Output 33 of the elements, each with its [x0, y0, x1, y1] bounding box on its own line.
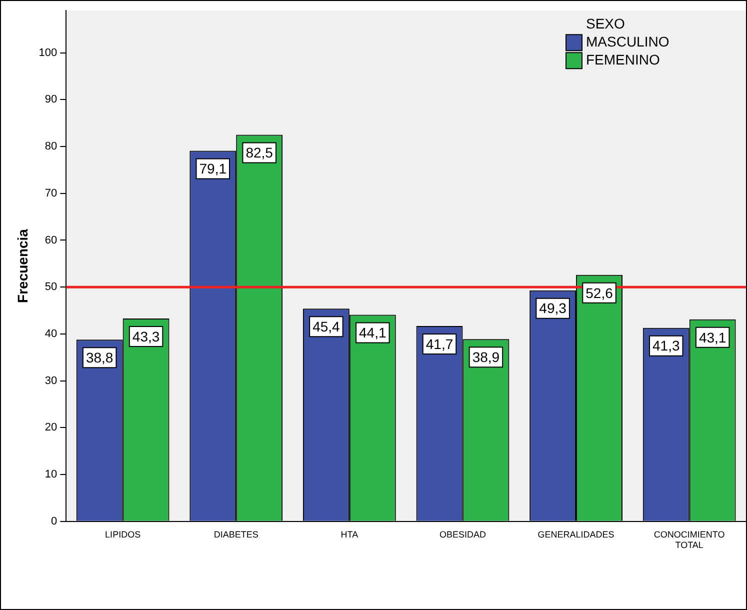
x-tick-label: OBESIDAD	[439, 529, 486, 540]
data-label: 49,3	[539, 300, 567, 316]
x-tick-label: DIABETES	[214, 529, 258, 540]
data-label: 43,1	[698, 329, 726, 346]
y-tick-label: 60	[44, 234, 58, 246]
y-tick-label: 20	[44, 422, 58, 434]
data-label: 44,1	[359, 324, 386, 341]
y-tick-label: 70	[44, 187, 58, 200]
y-tick-label: 40	[44, 328, 58, 340]
x-tick-label: CONOCIMIENTO TOTAL	[654, 529, 725, 550]
y-tick-label: 50	[44, 281, 58, 294]
y-tick-label: 90	[44, 94, 58, 106]
legend-label: FEMENINO	[586, 51, 660, 68]
data-label: 82,5	[246, 144, 274, 161]
data-label: 43,3	[132, 328, 160, 344]
y-tick-label: 80	[44, 140, 58, 153]
y-tick-label: 100	[38, 46, 58, 59]
y-axis-title: Frecuencia	[14, 228, 30, 303]
x-tick-label: GENERALIDADES	[538, 529, 614, 540]
data-label: 38,8	[86, 349, 114, 366]
legend-label: MASCULINO	[586, 33, 670, 50]
data-label: 41,7	[426, 336, 454, 352]
y-tick-label: 10	[44, 468, 58, 481]
data-label: 79,1	[199, 160, 227, 177]
data-label: 41,3	[652, 338, 680, 354]
data-label: 38,9	[472, 348, 500, 365]
y-tick-label: 30	[44, 374, 58, 387]
data-label: 52,6	[586, 284, 614, 301]
y-tick-label: 0	[51, 515, 58, 528]
x-tick-label: HTA	[340, 529, 358, 540]
data-label: 45,4	[312, 318, 340, 335]
legend-title: SEXO	[586, 15, 626, 32]
x-tick-label: LIPIDOS	[105, 529, 141, 540]
